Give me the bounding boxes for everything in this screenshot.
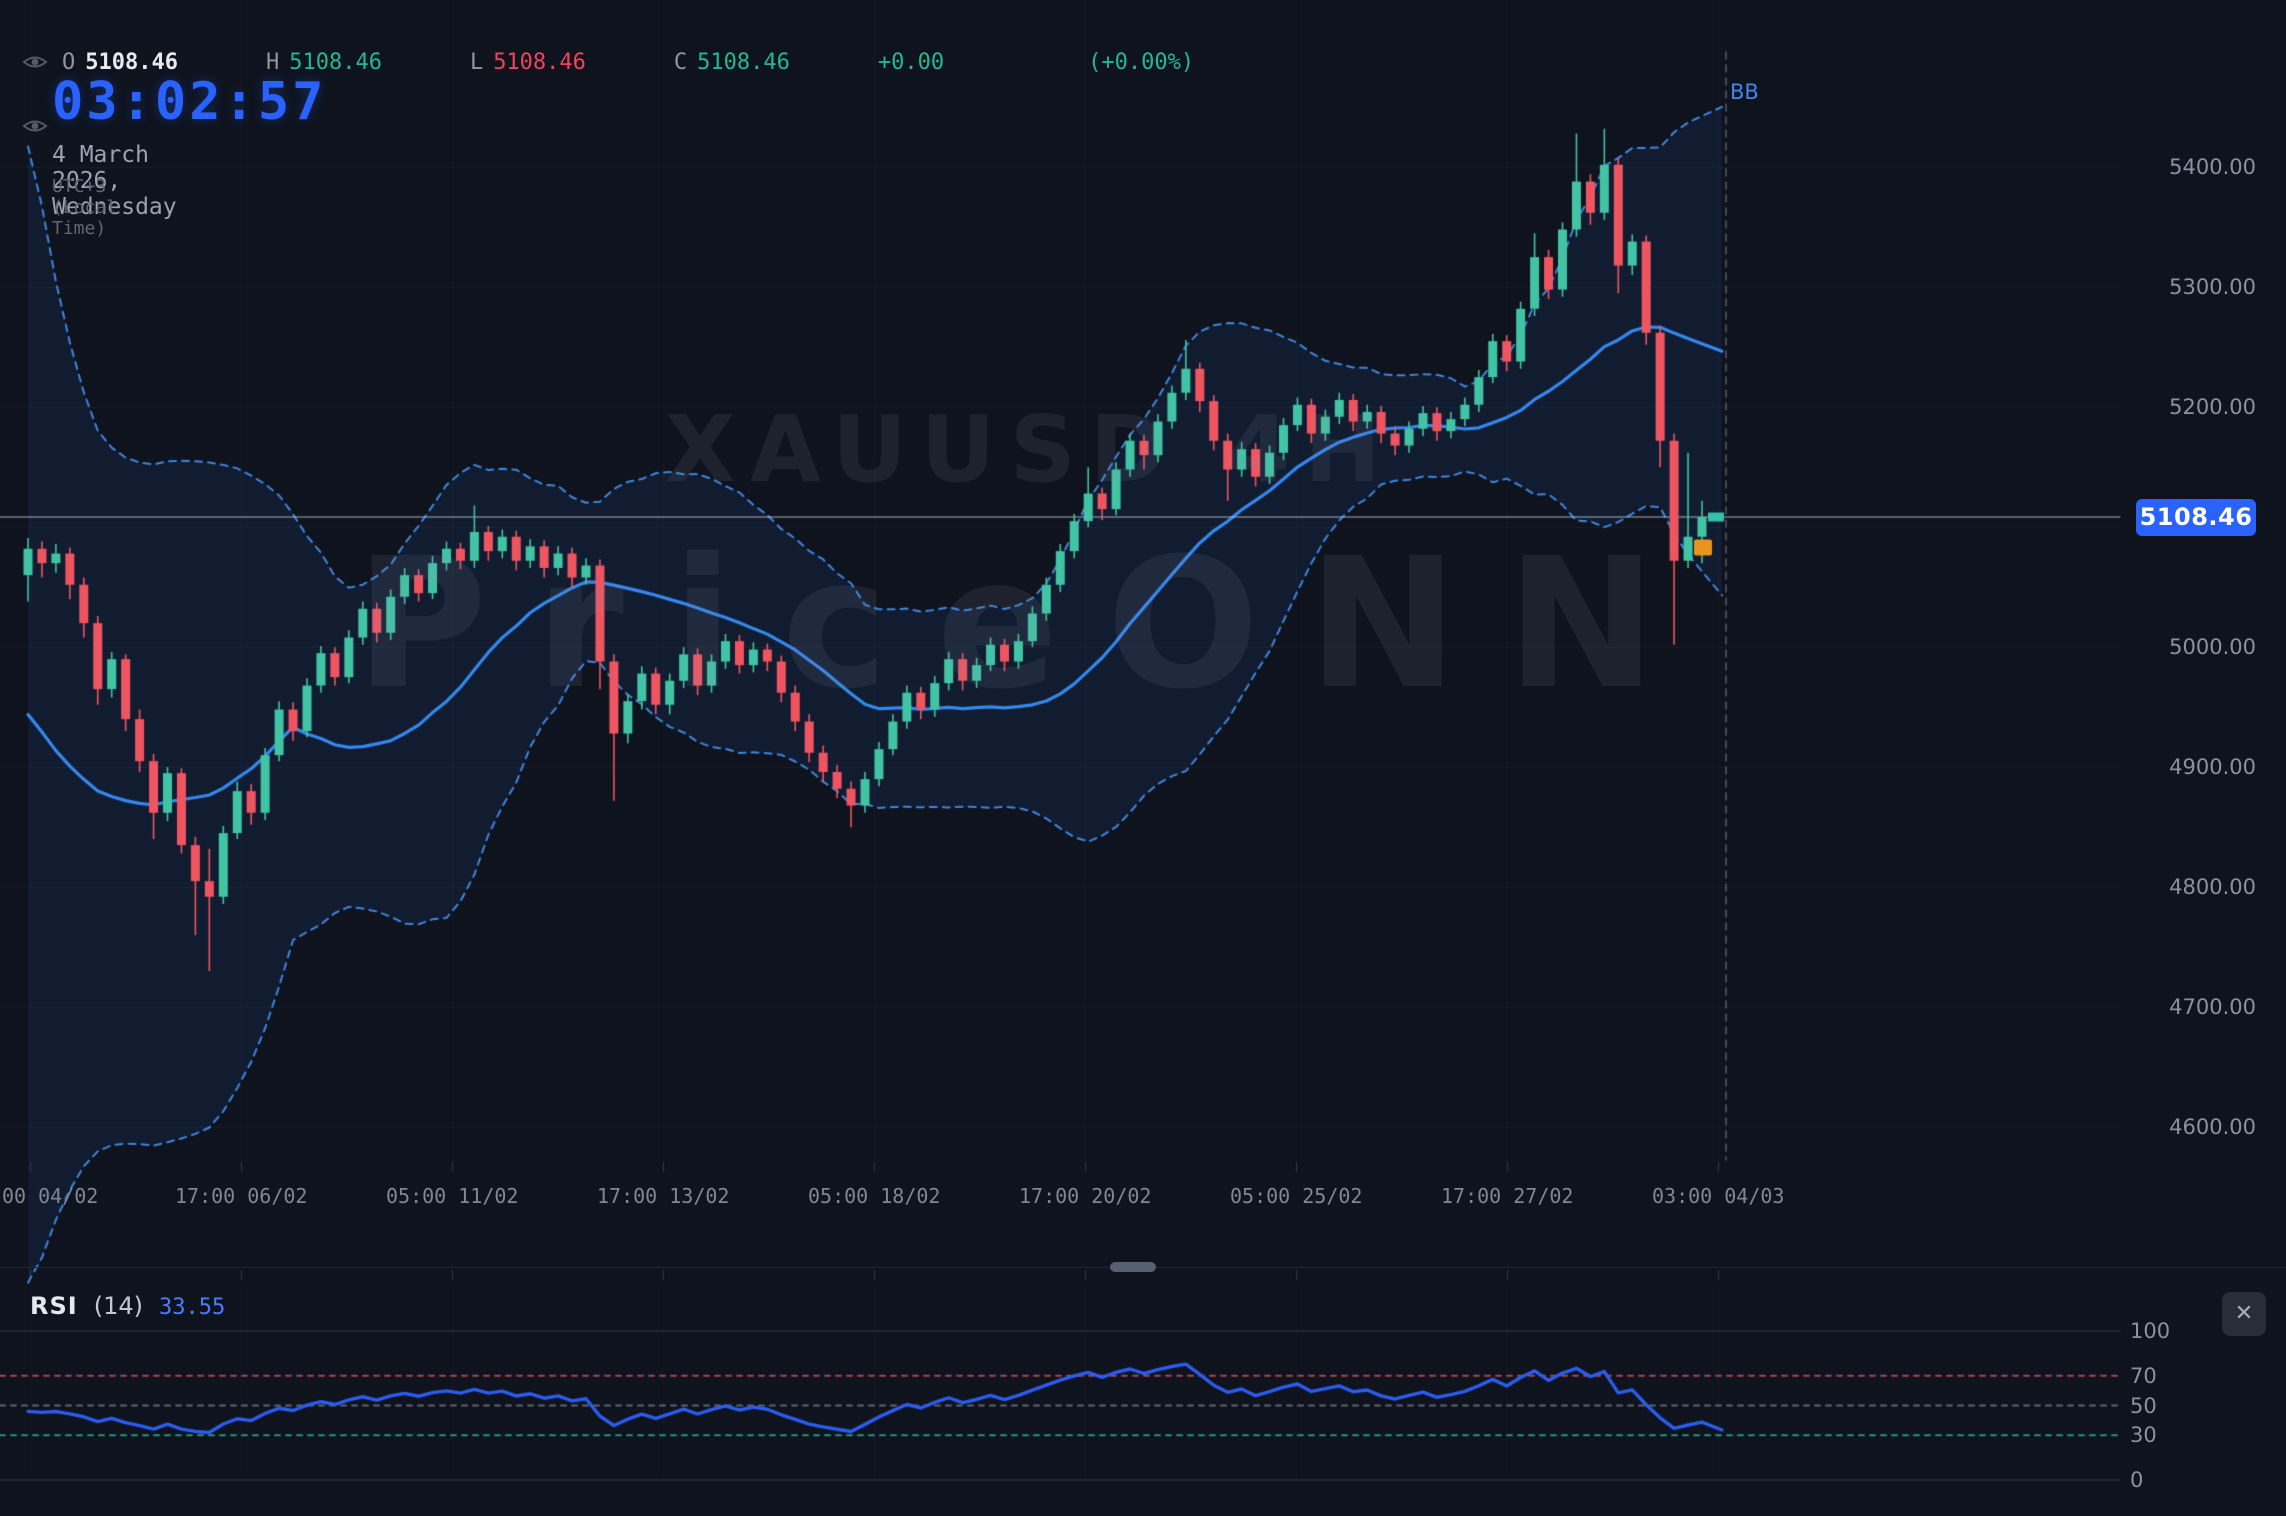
ohlc-row: O 5108.46 H 5108.46 L 5108.46 C 5108.46 +0.0… <box>62 50 1194 75</box>
rsi-axis-label: 0 <box>2130 1468 2144 1492</box>
rsi-axis-label: 70 <box>2130 1363 2157 1388</box>
rsi-value: 33.55 <box>158 1295 226 1320</box>
low-value: 5108.46 <box>493 50 586 75</box>
rsi-axis-label: 50 <box>2130 1393 2157 1418</box>
time-axis-label: 05:00 11/02 <box>386 1184 519 1208</box>
high-label: H <box>265 50 280 75</box>
price-axis-label: 5200.00 <box>2169 395 2256 420</box>
time-axis-label: 05:00 18/02 <box>808 1184 941 1208</box>
timezone-text: UTC+3 (Local Time) <box>52 176 118 239</box>
close-value: 5108.46 <box>697 50 790 75</box>
open-label: O <box>62 50 76 75</box>
rsi-title: RSI <box>30 1292 78 1320</box>
time-axis-label: 17:00 13/02 <box>597 1184 730 1208</box>
date-text: 4 March 2026, Wednesday <box>52 142 177 220</box>
pane-resize-handle[interactable] <box>1110 1262 1156 1272</box>
price-axis-label: 5000.00 <box>2169 635 2256 660</box>
change-value: +0.00 <box>877 50 945 75</box>
price-axis-label: 5300.00 <box>2169 275 2256 300</box>
open-value: 5108.46 <box>85 50 178 75</box>
price-axis-label: 4700.00 <box>2169 995 2256 1020</box>
time-axis-label: 03:00 04/03 <box>1652 1184 1785 1208</box>
time-axis-label: 17:00 27/02 <box>1441 1184 1574 1208</box>
countdown-clock: 03:02:57 <box>52 72 327 132</box>
bollinger-band-label: BB <box>1730 80 1759 104</box>
low-label: L <box>469 50 484 75</box>
last-price-badge: 5108.46 <box>2136 499 2256 536</box>
rsi-header: RSI (14) 33.55 <box>30 1292 225 1320</box>
clock-visibility-eye-icon[interactable] <box>22 116 48 136</box>
time-axis-label: 17:00 20/02 <box>1019 1184 1152 1208</box>
rsi-close-button[interactable]: ✕ <box>2222 1292 2266 1336</box>
ohlc-visibility-eye-icon[interactable] <box>22 52 48 72</box>
time-axis-label: 05:00 25/02 <box>1230 1184 1363 1208</box>
change-percent: (+0.00%) <box>1088 50 1195 75</box>
rsi-axis-label: 30 <box>2130 1423 2157 1448</box>
rsi-axis-label: 100 <box>2130 1319 2171 1343</box>
price-axis-label: 4600.00 <box>2169 1115 2256 1140</box>
high-value: 5108.46 <box>289 50 382 75</box>
time-axis-label: 00 04/02 <box>2 1184 99 1208</box>
time-axis-label: 17:00 06/02 <box>175 1184 308 1208</box>
rsi-period: (14) <box>93 1292 143 1320</box>
price-axis-label: 5400.00 <box>2169 155 2256 180</box>
close-label: C <box>673 50 688 75</box>
price-axis-label: 4900.00 <box>2169 755 2256 780</box>
price-axis-label: 4800.00 <box>2169 875 2256 900</box>
